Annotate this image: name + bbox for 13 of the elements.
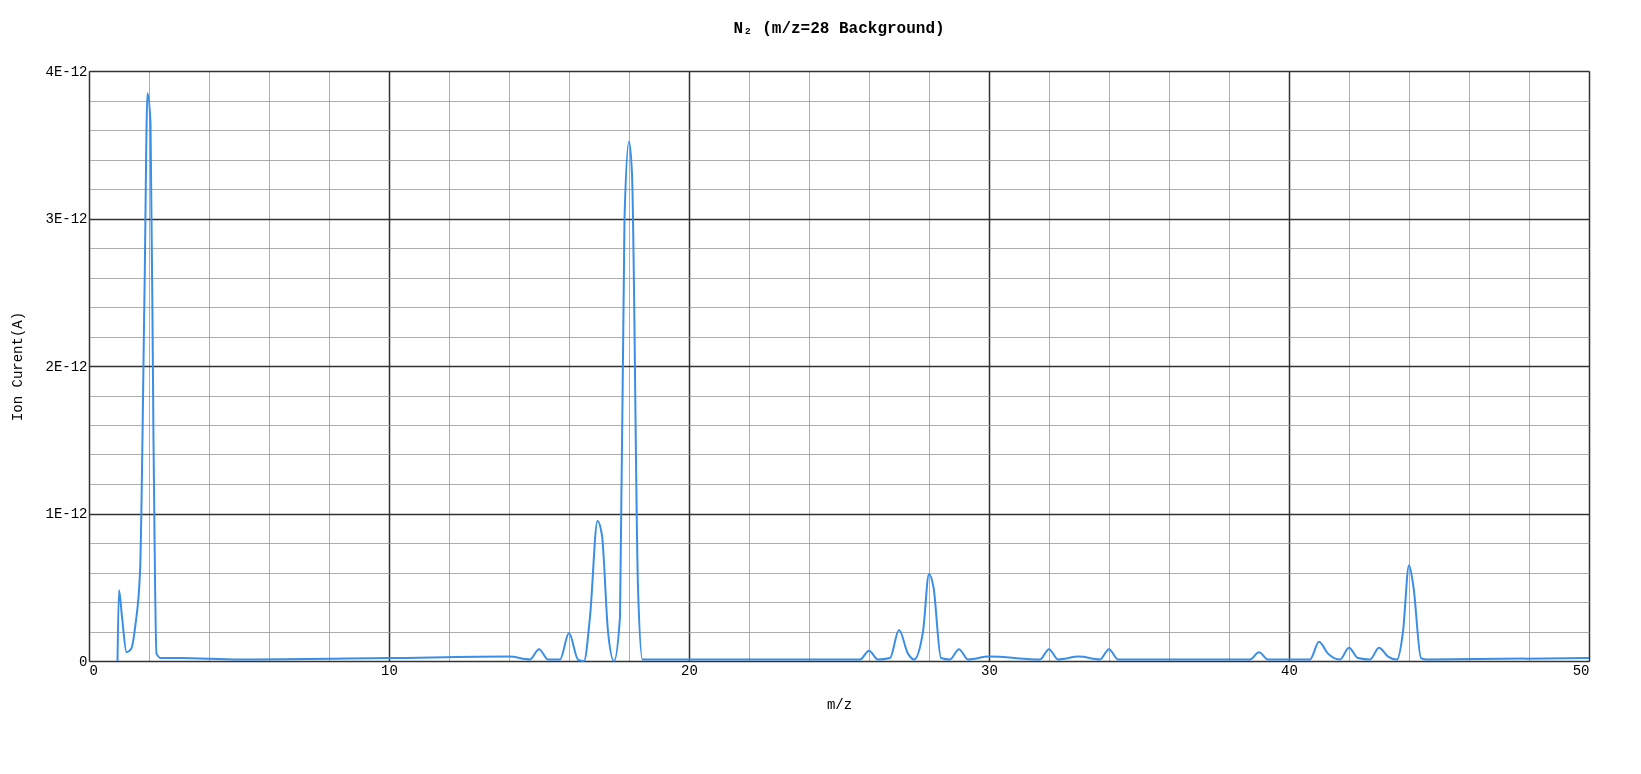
y-tick-label: 3E-12 [45,211,88,227]
chart-title: N₂ (m/z=28 Background) [733,20,945,38]
line-series [116,92,1590,662]
x-tick-label: 30 [981,662,998,679]
y-axis-title: Ion Curent(A) [10,311,27,422]
x-tick-label: 20 [681,662,698,679]
y-tick-label: 4E-12 [45,63,88,80]
y-tick-label: 2E-12 [45,358,88,375]
x-tick-label: 10 [381,662,398,679]
x-axis-title: m/z [826,696,853,713]
y-tick-label: 1E-12 [45,506,88,522]
x-tick-label: 40 [1281,662,1298,679]
x-tick-label: 50 [1572,662,1590,679]
